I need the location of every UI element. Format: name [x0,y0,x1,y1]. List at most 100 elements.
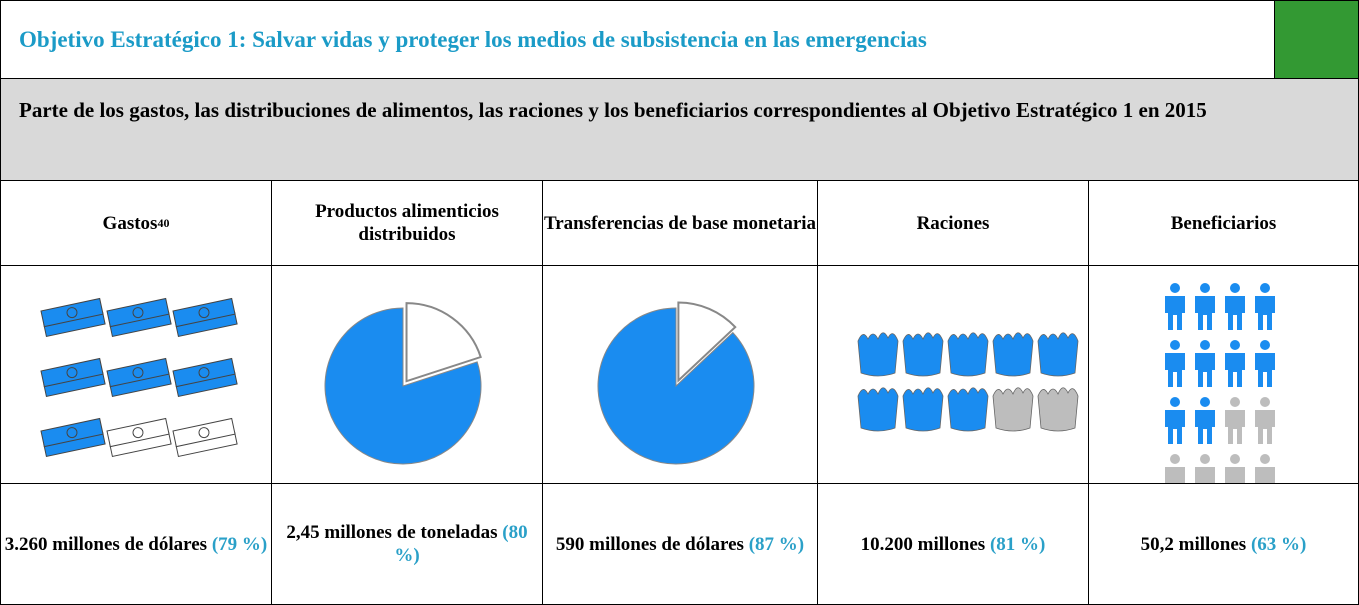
money-stack [40,417,106,458]
person-body [1165,410,1185,444]
percent: (81 %) [989,533,1046,555]
person-head [1230,397,1240,407]
money-stack [106,417,172,458]
ration-bag [902,332,944,377]
header-text: Beneficiarios [1170,212,1277,234]
column-header: Beneficiarios [1088,180,1359,266]
icon-graphic [1165,283,1275,483]
person-head [1170,283,1180,293]
icon-graphic [857,332,1079,432]
pie-slice [597,307,755,465]
bill [172,297,236,328]
bill-seal [132,307,144,319]
icon-group [324,302,482,465]
person-head [1260,397,1270,407]
value-cell: 10.200 millones (81 %) [817,483,1089,605]
bill-seal [132,427,144,439]
icon-cell [542,265,818,484]
person-body [1165,467,1185,483]
person-body [1195,410,1215,444]
icon-graphic [597,301,755,465]
icon-group [597,301,755,465]
person-body [1255,467,1275,483]
icon-cell [1088,265,1359,484]
value: 50,2 millones [1140,533,1247,555]
pie-remainder [677,301,737,383]
money-stack [40,357,106,398]
value-text: 590 millones de dólares (87 %) [556,533,804,556]
icon-group [40,297,238,458]
person-body [1165,353,1185,387]
bill [40,357,104,388]
value-text: 50,2 millones (63 %) [1141,533,1307,556]
percent: (63 %) [1250,533,1307,555]
objective-title: Objetivo Estratégico 1: Salvar vidas y p… [0,0,1275,79]
pie-remainder [405,302,482,383]
person-body [1225,353,1245,387]
icon-graphic [324,302,482,465]
person-body [1255,410,1275,444]
icon-graphic [40,297,238,458]
person-head [1230,340,1240,350]
value: 3.260 millones de dólares [4,533,208,555]
bill-seal [132,367,144,379]
bill-seal [198,427,210,439]
person-body [1225,467,1245,483]
subtitle: Parte de los gastos, las distribuciones … [0,78,1359,181]
money-stack [40,297,106,338]
person-body [1225,296,1245,330]
ration-bag [992,332,1034,377]
value: 10.200 millones [860,533,986,555]
person-body [1195,467,1215,483]
header-text: Raciones [916,212,990,234]
value: 590 millones de dólares [555,533,744,555]
person-body [1195,296,1215,330]
bill-seal [66,367,78,379]
value-text: 2,45 millones de toneladas (80 %) [272,521,542,567]
percent: (80 %) [394,522,528,566]
value-text: 3.260 millones de dólares (79 %) [5,533,267,556]
ration-bag [1037,387,1079,432]
value: 2,45 millones de toneladas [286,522,498,543]
header-text: Productos alimenticios distribuidos [315,201,499,245]
column-header: Gastos 40 [0,180,272,266]
bill [40,417,104,448]
bill [172,417,236,448]
ration-bag [857,387,899,432]
percent: (79 %) [211,533,268,555]
person-head [1200,397,1210,407]
icon-group [1165,283,1275,483]
pie-slice [324,307,482,465]
icon-group [857,332,1079,432]
money-stack [172,357,238,398]
person-head [1200,454,1210,464]
ration-bag [947,332,989,377]
ration-bag [857,332,899,377]
person-head [1200,283,1210,293]
icon-cell [271,265,543,484]
person-head [1170,397,1180,407]
bill-seal [66,427,78,439]
money-stack [106,357,172,398]
icon-cell [0,265,272,484]
bill [172,357,236,388]
money-stack [106,297,172,338]
person-head [1170,340,1180,350]
person-head [1200,340,1210,350]
ration-bag [902,387,944,432]
ration-bag [947,387,989,432]
header-text: Gastos [102,212,158,234]
icon-cell [817,265,1089,484]
bill [40,297,104,328]
ration-bag [1037,332,1079,377]
person-body [1195,353,1215,387]
value-cell: 50,2 millones (63 %) [1088,483,1359,605]
bill-seal [66,307,78,319]
bill-seal [198,367,210,379]
ration-bag [992,387,1034,432]
bill-seal [198,307,210,319]
column-header: Productos alimenticios distribuidos [271,180,543,266]
header-text: Transferencias de base monetaria [543,212,817,234]
person-body [1225,410,1245,444]
